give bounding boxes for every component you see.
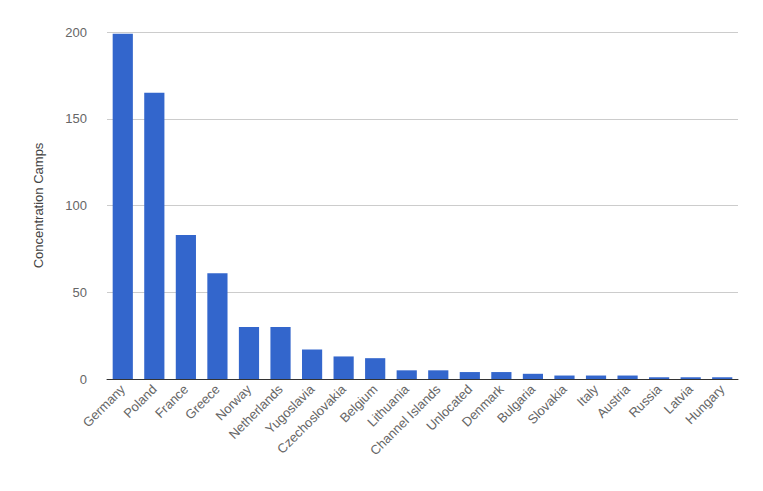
svg-text:Bulgaria: Bulgaria <box>493 381 539 426</box>
svg-text:Hungary: Hungary <box>682 381 728 427</box>
svg-text:Poland: Poland <box>120 382 159 421</box>
svg-text:Channel Islands: Channel Islands <box>367 381 444 459</box>
svg-text:200: 200 <box>65 25 87 40</box>
svg-text:Denmark: Denmark <box>458 381 507 430</box>
svg-text:150: 150 <box>65 111 87 126</box>
svg-text:Germany: Germany <box>80 381 129 430</box>
svg-text:Czechoslovakia: Czechoslovakia <box>274 381 349 456</box>
svg-text:Norway: Norway <box>212 381 255 424</box>
svg-text:Austria: Austria <box>594 381 634 421</box>
svg-text:Unlocated: Unlocated <box>423 381 476 434</box>
svg-text:0: 0 <box>80 372 87 387</box>
svg-text:Greece: Greece <box>182 381 223 423</box>
svg-text:Yugoslavia: Yugoslavia <box>262 381 318 437</box>
svg-text:Concentration Camps: Concentration Camps <box>31 142 46 268</box>
svg-text:France: France <box>152 381 192 421</box>
svg-text:Netherlands: Netherlands <box>225 381 286 442</box>
svg-text:Russia: Russia <box>626 381 665 420</box>
svg-text:Latvia: Latvia <box>660 381 696 417</box>
svg-text:Italy: Italy <box>574 381 602 409</box>
svg-text:Lithuania: Lithuania <box>364 381 412 430</box>
svg-text:50: 50 <box>73 285 87 300</box>
svg-text:Belgium: Belgium <box>336 381 381 426</box>
svg-text:Slovakia: Slovakia <box>524 381 570 427</box>
svg-text:100: 100 <box>65 198 87 213</box>
